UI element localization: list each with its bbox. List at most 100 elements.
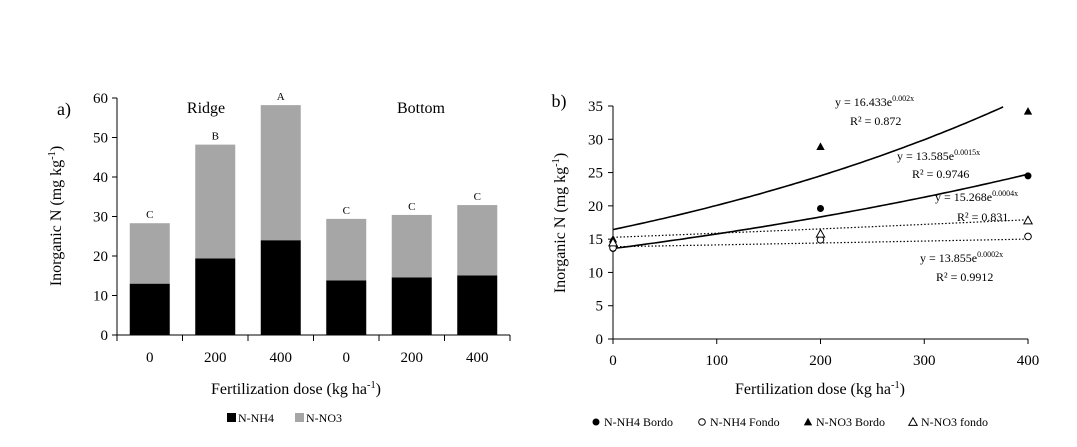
legend-label: N-NH4 Fondo bbox=[710, 415, 780, 429]
point-n-no3-fondo-2 bbox=[1022, 215, 1034, 225]
x-axis-label: Fertilization dose (kg ha-1) bbox=[211, 380, 381, 398]
y-tick-label: 0 bbox=[596, 332, 604, 348]
y-tick-label: 35 bbox=[588, 99, 603, 115]
significance-letter: C bbox=[343, 205, 350, 217]
bar-n-nh4-5 bbox=[457, 275, 498, 335]
y-axis-label: Inorganic N (mg kg-1) bbox=[551, 153, 569, 293]
y-axis-label-sup: -1 bbox=[47, 151, 58, 160]
bar-n-nh4-1 bbox=[195, 258, 236, 335]
legend-label: N-NO3 Bordo bbox=[816, 415, 885, 429]
y-tick-label: 30 bbox=[93, 210, 108, 226]
bar-n-nh4-3 bbox=[326, 280, 367, 335]
trendline-equation: y = 13.855e0.0002x bbox=[920, 250, 1003, 265]
x-tick-label: 0 bbox=[343, 350, 351, 366]
bar-n-no3-2 bbox=[260, 105, 301, 241]
y-tick-label: 20 bbox=[588, 199, 603, 215]
bar-n-no3-4 bbox=[391, 214, 432, 278]
panel-b-chart: 0 5 10 15 20 25 30 35 0 100 200 300 400 y = 16.433e0.… bbox=[551, 91, 1039, 429]
significance-letter: A bbox=[277, 91, 285, 103]
x-axis-label-end: ) bbox=[376, 381, 381, 398]
group-label: Bottom bbox=[397, 100, 446, 117]
x-axis-label-sup: -1 bbox=[367, 380, 376, 391]
legend-marker bbox=[592, 418, 600, 426]
group-label: Ridge bbox=[187, 100, 225, 117]
legend-label: N-NH4 Bordo bbox=[604, 415, 673, 429]
y-tick-label: 50 bbox=[93, 131, 108, 147]
trendline-r2: R² = 0.9912 bbox=[936, 270, 993, 284]
equation-text: y = 13.855e bbox=[920, 251, 977, 265]
y-axis-label-end: ) bbox=[48, 146, 65, 151]
equation-exponent: 0.0015x bbox=[954, 148, 980, 157]
legend-marker bbox=[698, 418, 706, 426]
bar-n-no3-1 bbox=[195, 144, 236, 259]
panel-label: b) bbox=[552, 91, 567, 112]
y-tick-label: 10 bbox=[588, 265, 603, 281]
bar-n-nh4-0 bbox=[129, 283, 170, 335]
x-tick-label: 200 bbox=[204, 350, 227, 366]
x-axis-label-end: ) bbox=[900, 381, 905, 398]
y-tick-label: 10 bbox=[93, 289, 108, 305]
legend-label: N-NO3 fondo bbox=[921, 415, 988, 429]
y-tick-label: 30 bbox=[588, 132, 603, 148]
y-tick-label: 20 bbox=[93, 249, 108, 265]
y-axis-label-end: ) bbox=[552, 153, 569, 158]
x-tick-label: 0 bbox=[609, 353, 617, 369]
legend-label: N-NO3 bbox=[306, 411, 342, 425]
y-tick-label: 25 bbox=[588, 166, 603, 182]
equation-text: y = 15.268e bbox=[935, 190, 992, 204]
panel-label: a) bbox=[57, 99, 71, 120]
x-axis-label: Fertilization dose (kg ha-1) bbox=[735, 380, 905, 398]
legend-marker bbox=[907, 416, 919, 426]
x-tick-label: 200 bbox=[401, 350, 424, 366]
y-tick-label: 15 bbox=[588, 232, 603, 248]
legend-swatch-nh4 bbox=[227, 413, 236, 422]
legend-marker bbox=[803, 417, 813, 426]
x-axis-label-text: Fertilization dose (kg ha bbox=[211, 381, 367, 398]
bar-n-nh4-4 bbox=[391, 277, 432, 335]
x-tick-label: 400 bbox=[270, 350, 293, 366]
x-tick-label: 300 bbox=[913, 353, 936, 369]
legend-swatch-no3 bbox=[295, 413, 304, 422]
x-tick-label: 100 bbox=[706, 353, 729, 369]
y-tick-label: 5 bbox=[596, 299, 604, 315]
trendline-r2: R² = 0.9746 bbox=[912, 167, 969, 181]
trendline-equation: y = 16.433e0.002x bbox=[835, 94, 914, 109]
equation-exponent: 0.0004x bbox=[992, 189, 1018, 198]
point-n-nh4-bordo-1 bbox=[817, 205, 824, 213]
equation-exponent: 0.0002x bbox=[977, 250, 1003, 259]
point-n-no3-bordo-1 bbox=[816, 142, 825, 150]
x-axis-label-text: Fertilization dose (kg ha bbox=[735, 381, 891, 398]
y-axis-label: Inorganic N (mg kg-1) bbox=[47, 146, 65, 286]
significance-letter: C bbox=[146, 209, 153, 221]
x-axis-label-sup: -1 bbox=[891, 380, 900, 391]
y-tick-label: 0 bbox=[101, 328, 109, 344]
y-tick-label: 40 bbox=[93, 170, 108, 186]
y-axis-label-text: Inorganic N (mg kg bbox=[48, 160, 65, 286]
trendline-1 bbox=[612, 173, 1029, 250]
x-tick-label: 0 bbox=[146, 350, 154, 366]
bar-n-nh4-2 bbox=[260, 240, 301, 335]
bar-n-no3-5 bbox=[457, 205, 498, 276]
bar-n-no3-3 bbox=[326, 218, 367, 281]
bar-n-no3-0 bbox=[129, 223, 170, 284]
legend-label: N-NH4 bbox=[238, 411, 274, 425]
point-n-no3-fondo-0 bbox=[607, 237, 619, 247]
significance-letter: C bbox=[408, 201, 415, 213]
trendline-0 bbox=[612, 106, 1004, 231]
panel-a-chart: C 0 B 200 A 400 C 0 C 200 C 400 0 10 20 30 40 50 60 a) Ridge… bbox=[47, 91, 511, 425]
point-n-no3-fondo-1 bbox=[815, 228, 826, 238]
significance-letter: C bbox=[474, 191, 481, 203]
equation-text: y = 13.585e bbox=[897, 149, 954, 163]
equation-exponent: 0.002x bbox=[892, 94, 914, 103]
point-n-nh4-fondo-2 bbox=[1024, 232, 1032, 241]
y-axis-label-sup: -1 bbox=[551, 158, 562, 167]
point-n-nh4-bordo-2 bbox=[1024, 172, 1032, 180]
trendline-r2: R² = 0.872 bbox=[850, 114, 901, 128]
trendline-equation: y = 13.585e0.0015x bbox=[897, 148, 980, 163]
x-tick-label: 200 bbox=[809, 353, 832, 369]
significance-letter: B bbox=[212, 131, 219, 143]
trendline-equation: y = 15.268e0.0004x bbox=[935, 189, 1018, 204]
x-tick-label: 400 bbox=[466, 350, 489, 366]
x-tick-label: 400 bbox=[1017, 353, 1040, 369]
